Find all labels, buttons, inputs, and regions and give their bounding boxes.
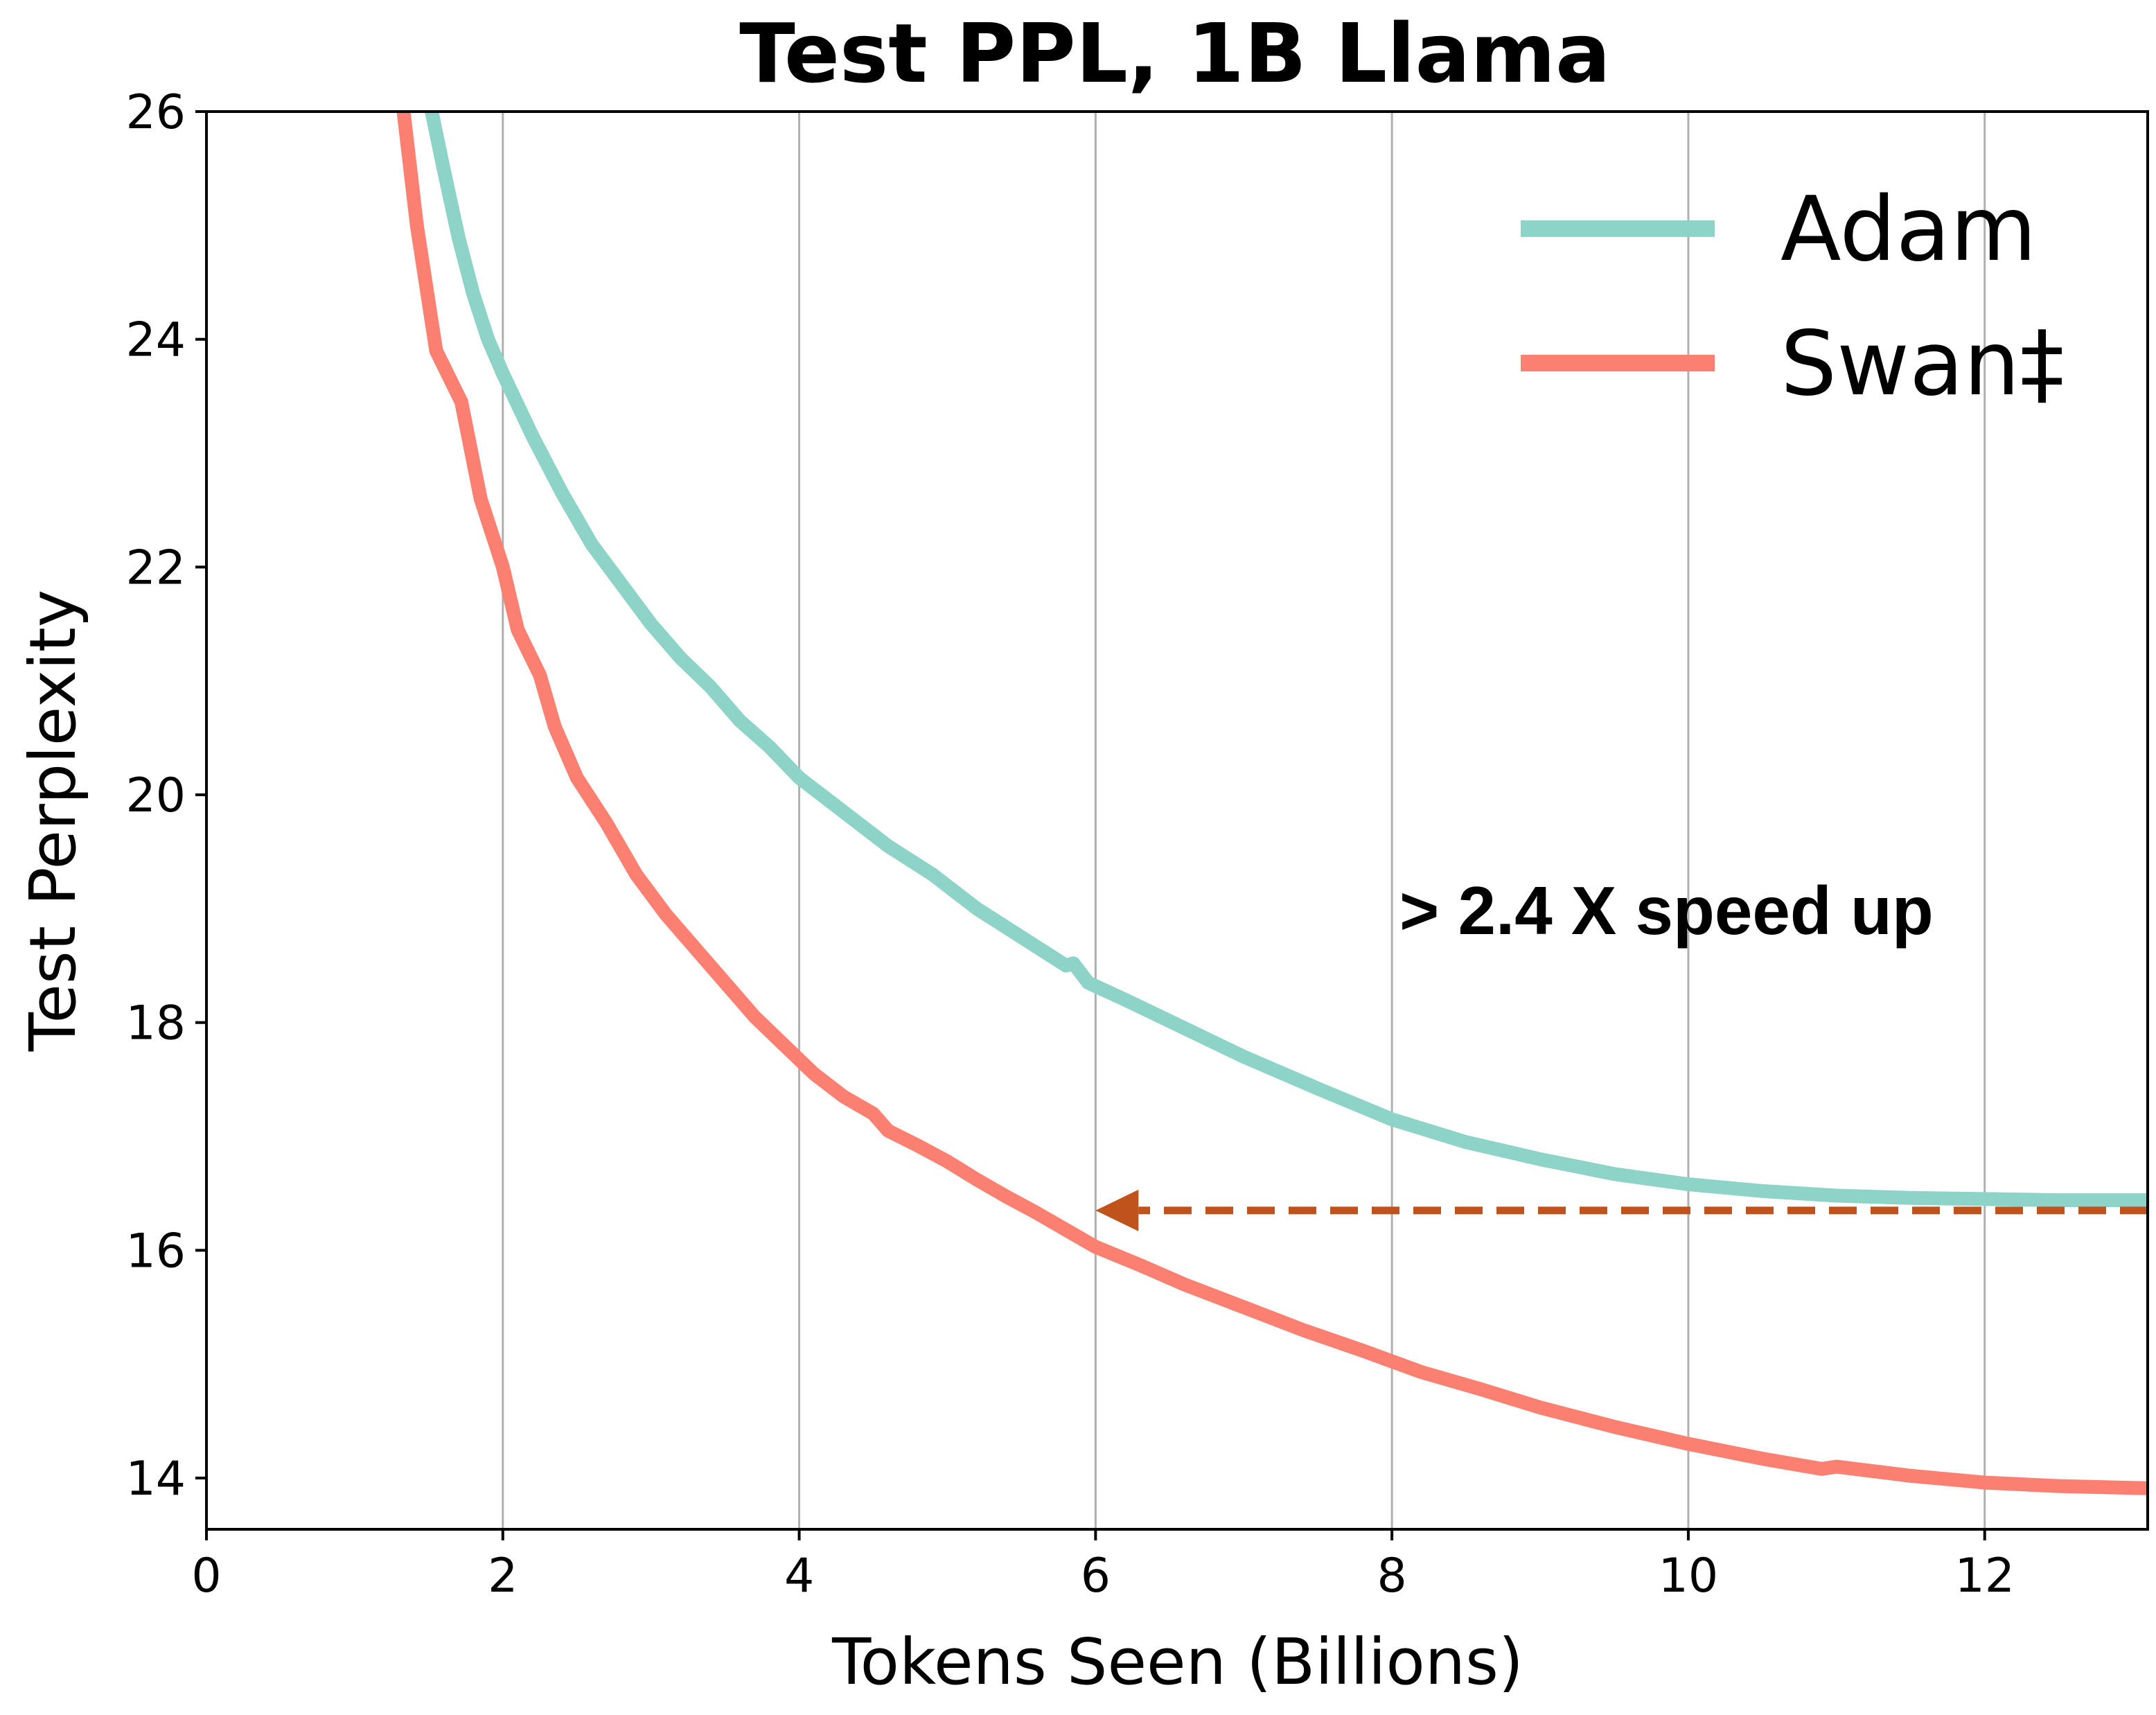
legend-label-adam: Adam [1781, 178, 2037, 281]
y-tick-label: 24 [125, 313, 186, 368]
grid-layer [502, 112, 1986, 1529]
x-tick-label: 4 [784, 1549, 814, 1603]
y-axis-label: Test Perplexity [16, 590, 90, 1053]
plot-frame [205, 110, 2149, 1531]
annotation-layer: > 2.4 X speed up [1095, 872, 2148, 1231]
x-axis-label: Tokens Seen (Billions) [831, 1625, 1523, 1699]
legend-label-swan: Swan‡ [1781, 313, 2065, 416]
chart-title: Test PPL, 1B Llama [739, 6, 1611, 101]
y-tick-label: 20 [125, 768, 186, 823]
series-line-adam [425, 109, 2148, 1208]
x-tick-label: 10 [1659, 1549, 1719, 1603]
y-tick-label: 16 [125, 1224, 186, 1278]
x-tick-label: 0 [191, 1549, 221, 1603]
legend: Adam Swan‡ [1521, 178, 2065, 416]
y-tick-label: 22 [125, 540, 186, 595]
series-layer [396, 109, 2148, 1495]
x-tick-label: 2 [488, 1549, 518, 1603]
annotation-text: > 2.4 X speed up [1399, 872, 1934, 949]
x-tick-label: 6 [1081, 1549, 1111, 1603]
series-line-swan [396, 110, 2148, 1495]
y-tick-label: 18 [125, 996, 186, 1051]
x-tick-label: 8 [1377, 1549, 1407, 1603]
y-tick-label: 14 [125, 1452, 186, 1506]
y-tick-label: 26 [125, 85, 186, 140]
x-tick-label: 12 [1954, 1549, 2015, 1603]
annotation-arrow-head [1095, 1189, 1139, 1231]
